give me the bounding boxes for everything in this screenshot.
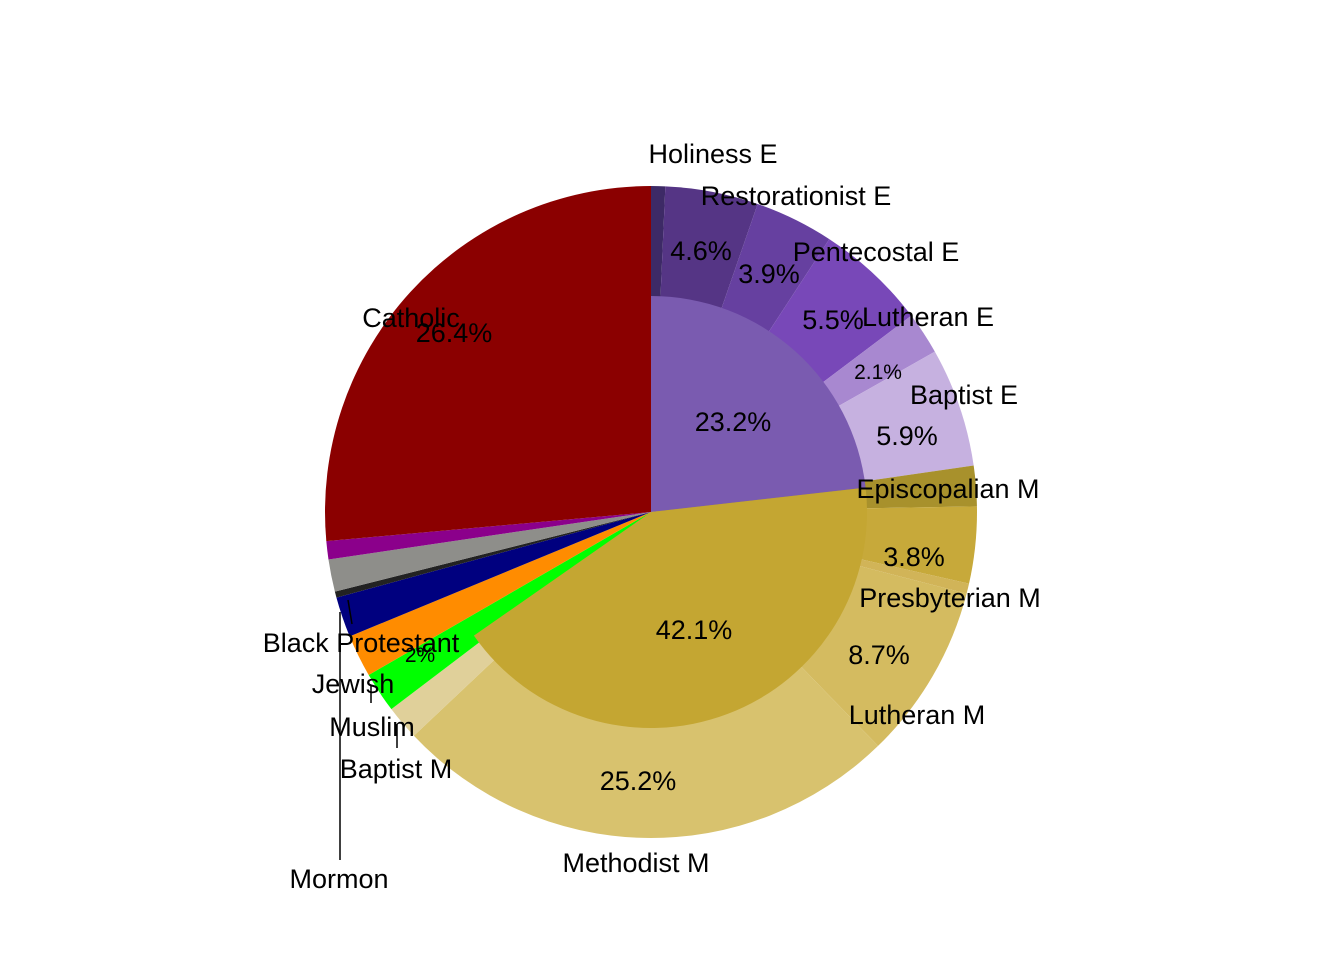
category-label-holiness-e: Holiness E	[648, 139, 777, 169]
category-label-lutheran-m: Lutheran M	[849, 700, 986, 730]
category-label-methodist-m: Methodist M	[562, 848, 709, 878]
percent-labels: 23.2% 42.1% 4.6%3.9%5.5% 2.1% 5.9% 3.8% 8.7% 25…	[405, 236, 945, 796]
outer-slice-black-protestant	[336, 512, 651, 637]
percent-label: 2%	[405, 644, 435, 667]
inner-slice-mainline	[473, 487, 867, 728]
outer-slice-unlabeled-17	[326, 512, 651, 560]
category-label-pentecostal-e: Pentecostal E	[793, 237, 960, 267]
category-label-jewish: Jewish	[312, 669, 395, 699]
category-label-episcopalian-m: Episcopalian M	[856, 474, 1039, 504]
category-label-baptist-m: Baptist M	[340, 754, 453, 784]
percent-label: 3.9%	[738, 259, 800, 289]
leader-lines	[339, 599, 398, 860]
category-label-baptist-e: Baptist E	[910, 380, 1018, 410]
percent-label: 3.8%	[883, 542, 945, 572]
category-label-black-protestant: Black Protestant	[263, 628, 460, 658]
category-label-lutheran-e: Lutheran E	[862, 302, 994, 332]
percent-label: 25.2%	[600, 766, 677, 796]
percent-label: 5.5%	[802, 305, 864, 335]
category-label-muslim: Muslim	[329, 712, 415, 742]
percent-label: 23.2%	[695, 407, 772, 437]
inner-ring	[473, 296, 867, 728]
category-labels: Holiness E Restorationist E Pentecostal E L…	[263, 139, 1041, 894]
percent-label: 4.6%	[670, 236, 732, 266]
category-label-presbyterian-m: Presbyterian M	[859, 583, 1041, 613]
percent-label: 26.4%	[416, 318, 493, 348]
percent-label: 5.9%	[876, 421, 938, 451]
leader-line-black-protestant	[347, 599, 353, 625]
outer-slice-catholic	[325, 186, 651, 542]
category-label-restorationist-e: Restorationist E	[701, 181, 892, 211]
inner-slice-evangelical	[651, 296, 866, 512]
category-label-catholic: Catholic	[362, 303, 460, 333]
percent-label: 42.1%	[656, 615, 733, 645]
percent-label: 2.1%	[854, 361, 902, 384]
outer-slice-mormon	[334, 512, 651, 598]
outer-slice-unlabeled-16	[328, 512, 651, 592]
category-label-mormon: Mormon	[289, 864, 388, 894]
percent-label: 8.7%	[848, 640, 910, 670]
outer-slice-jewish	[349, 512, 651, 675]
